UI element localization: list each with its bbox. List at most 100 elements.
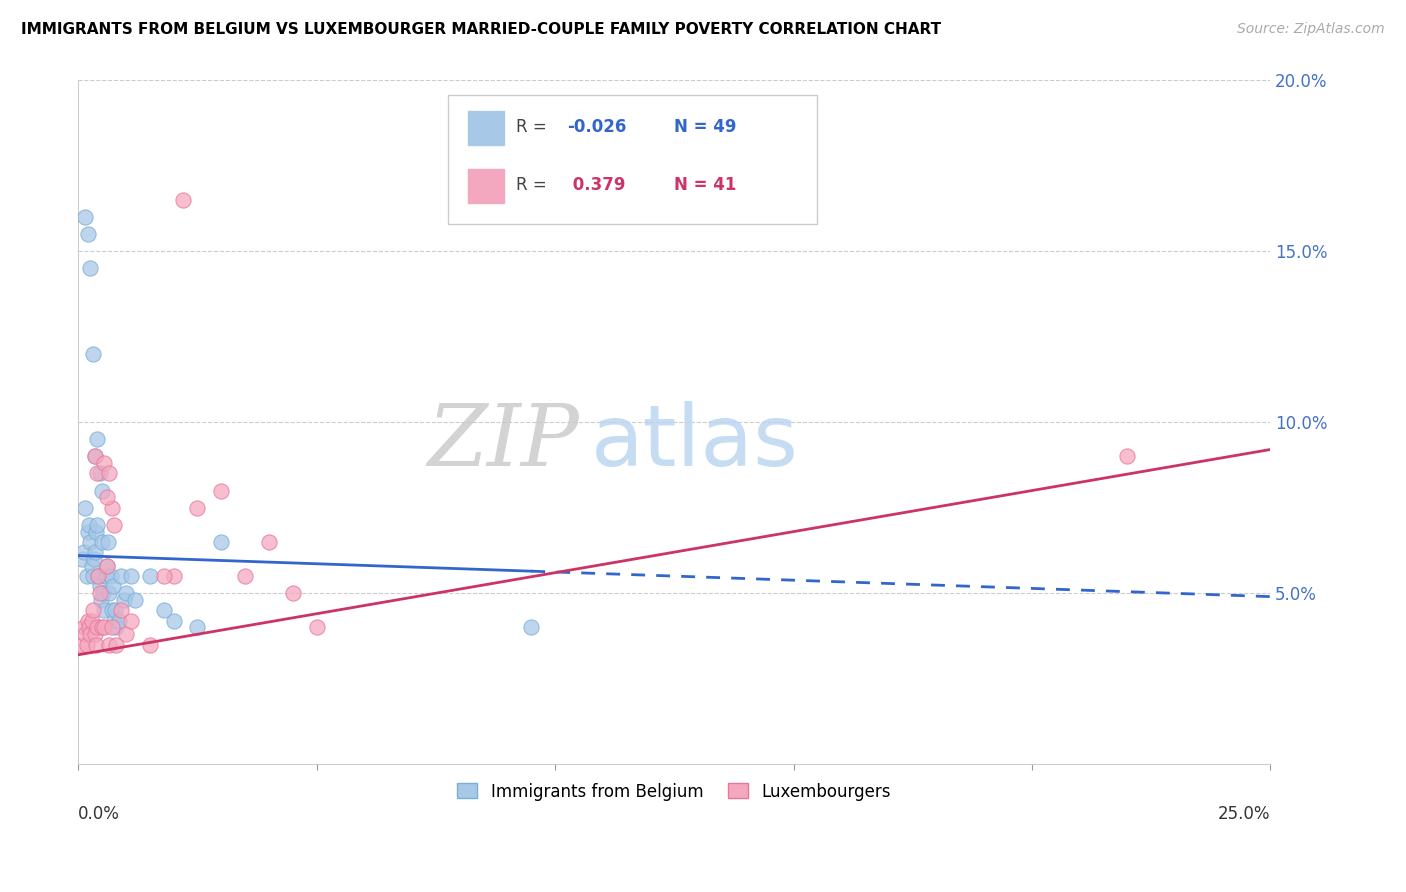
Text: Source: ZipAtlas.com: Source: ZipAtlas.com — [1237, 22, 1385, 37]
Point — [75, 210, 97, 224]
Point — [209, 483, 232, 498]
Point — [96, 491, 118, 505]
Point — [79, 534, 101, 549]
Point — [186, 500, 208, 515]
Point — [86, 620, 108, 634]
Point — [104, 603, 127, 617]
Point — [75, 627, 97, 641]
Point — [257, 534, 280, 549]
Point — [76, 614, 98, 628]
Point — [70, 552, 93, 566]
Point — [91, 620, 114, 634]
Bar — [468, 111, 503, 145]
Point — [186, 620, 208, 634]
Bar — [468, 169, 503, 203]
Legend: Immigrants from Belgium, Luxembourgers: Immigrants from Belgium, Luxembourgers — [451, 776, 898, 807]
Point — [139, 638, 162, 652]
Point — [172, 193, 194, 207]
Point — [82, 569, 104, 583]
Text: R =: R = — [516, 118, 551, 136]
Point — [91, 483, 114, 498]
Point — [82, 347, 104, 361]
Point — [120, 614, 142, 628]
Point — [96, 558, 118, 573]
Point — [305, 620, 328, 634]
Point — [100, 620, 122, 634]
Point — [281, 586, 304, 600]
Point — [520, 620, 543, 634]
Point — [82, 603, 104, 617]
Point — [100, 603, 122, 617]
Point — [139, 569, 162, 583]
Point — [115, 586, 138, 600]
Point — [112, 593, 135, 607]
Text: R =: R = — [516, 176, 557, 194]
Point — [120, 569, 142, 583]
Point — [75, 500, 97, 515]
Point — [153, 603, 176, 617]
Point — [209, 534, 232, 549]
Text: -0.026: -0.026 — [567, 118, 627, 136]
Text: 0.0%: 0.0% — [79, 805, 120, 823]
Point — [70, 638, 93, 652]
Point — [83, 552, 105, 566]
FancyBboxPatch shape — [449, 95, 817, 224]
Point — [105, 638, 128, 652]
Text: N = 49: N = 49 — [675, 118, 737, 136]
Point — [87, 569, 110, 583]
Point — [73, 545, 96, 559]
Text: N = 41: N = 41 — [675, 176, 737, 194]
Point — [79, 261, 101, 276]
Text: ZIP: ZIP — [427, 401, 579, 484]
Text: atlas: atlas — [591, 401, 799, 484]
Point — [94, 569, 117, 583]
Point — [1116, 450, 1139, 464]
Point — [103, 614, 125, 628]
Point — [98, 467, 121, 481]
Point — [86, 638, 108, 652]
Point — [77, 620, 100, 634]
Point — [93, 456, 115, 470]
Point — [79, 627, 101, 641]
Point — [84, 450, 107, 464]
Point — [93, 620, 115, 634]
Point — [90, 593, 112, 607]
Point — [124, 593, 146, 607]
Point — [86, 467, 108, 481]
Point — [97, 534, 120, 549]
Point — [76, 227, 98, 241]
Point — [153, 569, 176, 583]
Point — [76, 569, 98, 583]
Point — [86, 524, 108, 539]
Point — [96, 558, 118, 573]
Point — [91, 586, 114, 600]
Point — [110, 603, 132, 617]
Point — [84, 545, 107, 559]
Point — [162, 569, 184, 583]
Text: 25.0%: 25.0% — [1218, 805, 1271, 823]
Point — [89, 467, 111, 481]
Point — [80, 558, 103, 573]
Point — [86, 432, 108, 446]
Text: IMMIGRANTS FROM BELGIUM VS LUXEMBOURGER MARRIED-COUPLE FAMILY POVERTY CORRELATIO: IMMIGRANTS FROM BELGIUM VS LUXEMBOURGER … — [21, 22, 941, 37]
Text: 0.379: 0.379 — [567, 176, 626, 194]
Point — [91, 534, 114, 549]
Point — [89, 586, 111, 600]
Point — [110, 569, 132, 583]
Point — [89, 579, 111, 593]
Point — [101, 579, 124, 593]
Point — [233, 569, 256, 583]
Point — [76, 638, 98, 652]
Point — [162, 614, 184, 628]
Point — [107, 614, 129, 628]
Point — [103, 517, 125, 532]
Point — [98, 586, 121, 600]
Point — [76, 524, 98, 539]
Point — [77, 517, 100, 532]
Point — [115, 627, 138, 641]
Point — [100, 500, 122, 515]
Point — [73, 620, 96, 634]
Point — [98, 638, 121, 652]
Point — [100, 569, 122, 583]
Point — [84, 627, 107, 641]
